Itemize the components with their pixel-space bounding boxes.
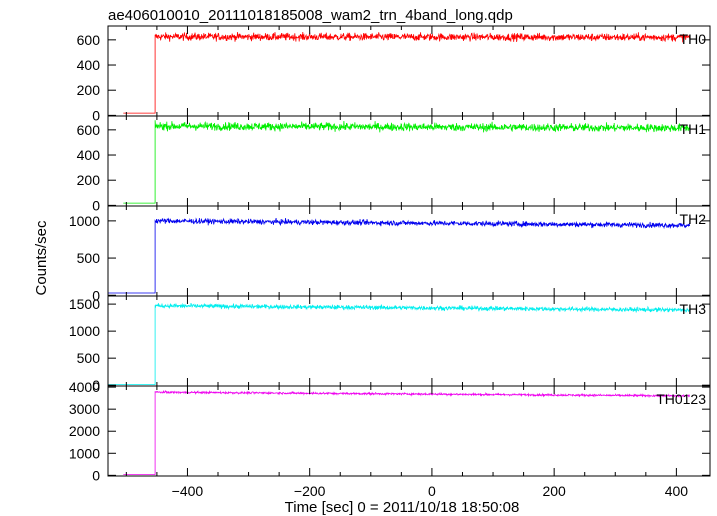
panel-th0123: 0 1000 2000 3000 4000 TH0123 (69, 379, 711, 483)
series-line-th0123 (123, 389, 691, 475)
y-tick-label: 0 (92, 107, 100, 123)
series-label: TH3 (680, 301, 707, 317)
y-tick-label: 1000 (69, 323, 100, 339)
series-label: TH2 (680, 211, 707, 227)
y-tick-label: 3000 (69, 401, 100, 417)
y-tick-label: 0 (92, 287, 100, 303)
y-tick-label: 400 (77, 147, 101, 163)
chart-title: ae406010010_20111018185008_wam2_trn_4ban… (108, 7, 513, 24)
series-line-th2 (108, 217, 691, 294)
panel-frame (107, 385, 711, 477)
x-tick-label: 400 (665, 483, 689, 499)
series-line-th3 (108, 302, 690, 385)
panels: 0 200 400 600 TH0 0 200 400 600 TH1 0 500 1000 TH2 0 50… (69, 25, 711, 499)
x-tick-label: −400 (172, 483, 204, 499)
series-label: TH1 (680, 121, 707, 137)
y-tick-label: 0 (92, 467, 100, 483)
y-tick-label: 1000 (69, 445, 100, 461)
y-tick-label: 4000 (69, 379, 100, 395)
panel-th3: 0 500 1000 1500 TH3 (69, 295, 711, 393)
series-line-th1 (123, 120, 691, 204)
panel-frame (107, 25, 711, 117)
series-line-th0 (123, 31, 691, 114)
y-tick-label: 1500 (69, 296, 100, 312)
x-tick-label: 0 (428, 483, 436, 499)
series-label: TH0123 (656, 391, 706, 407)
panel-frame (107, 205, 711, 297)
y-tick-label: 500 (77, 250, 101, 266)
y-tick-label: 2000 (69, 423, 100, 439)
x-tick-label: 200 (542, 483, 566, 499)
y-tick-label: 0 (92, 377, 100, 393)
x-tick-label: −200 (294, 483, 326, 499)
y-tick-label: 1000 (69, 213, 100, 229)
series-label: TH0 (680, 31, 707, 47)
y-tick-label: 0 (92, 197, 100, 213)
y-tick-label: 600 (77, 32, 101, 48)
y-tick-label: 600 (77, 122, 101, 138)
y-tick-label: 200 (77, 82, 101, 98)
panel-th2: 0 500 1000 TH2 (69, 205, 711, 303)
y-axis-label: Counts/sec (33, 220, 50, 296)
panel-frame (107, 115, 711, 207)
y-tick-label: 200 (77, 172, 101, 188)
y-tick-label: 500 (77, 350, 101, 366)
y-tick-label: 400 (77, 57, 101, 73)
x-axis-label: Time [sec] 0 = 2011/10/18 18:50:08 (285, 499, 520, 516)
panel-th0: 0 200 400 600 TH0 (77, 25, 711, 123)
panel-th1: 0 200 400 600 TH1 (77, 115, 711, 213)
